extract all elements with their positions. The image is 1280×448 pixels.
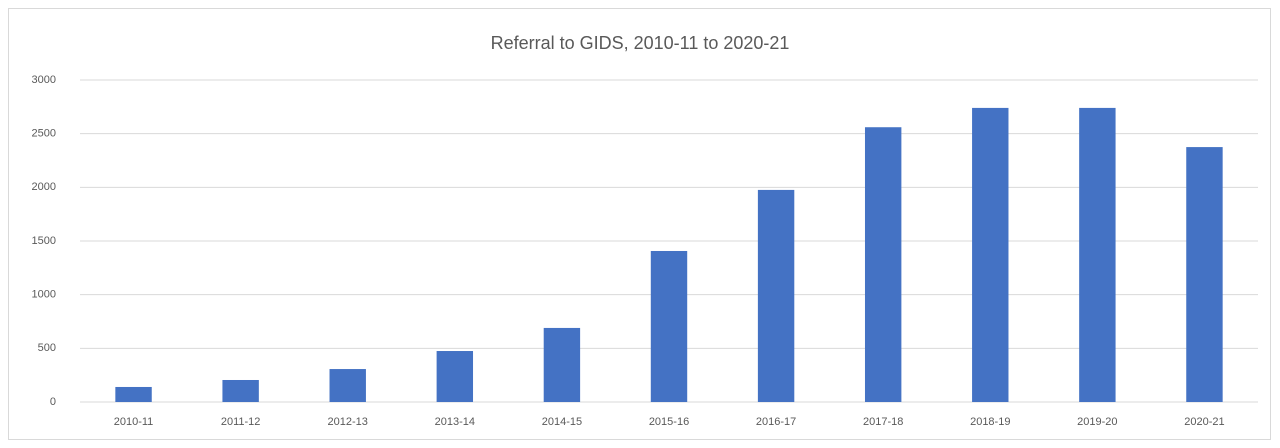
y-tick-label: 3000 — [32, 74, 56, 86]
x-tick-label: 2015-16 — [649, 416, 689, 428]
x-tick-label: 2014-15 — [542, 416, 582, 428]
x-tick-label: 2016-17 — [756, 416, 796, 428]
y-tick-label: 500 — [38, 342, 56, 354]
bar — [222, 379, 259, 402]
bar — [329, 369, 366, 402]
bar — [650, 250, 688, 402]
x-tick-label: 2011-12 — [221, 416, 261, 428]
bar — [1079, 107, 1116, 402]
y-tick-label: 2500 — [32, 128, 56, 140]
x-tick-label: 2020-21 — [1184, 416, 1224, 428]
x-tick-label: 2012-13 — [328, 416, 368, 428]
y-tick-label: 1000 — [32, 289, 56, 301]
x-tick-label: 2017-18 — [863, 416, 903, 428]
y-tick-label: 2000 — [32, 181, 56, 193]
x-tick-label: 2013-14 — [435, 416, 475, 428]
bar — [115, 386, 152, 402]
chart-title: Referral to GIDS, 2010-11 to 2020-21 — [491, 33, 790, 53]
y-tick-label: 0 — [50, 396, 56, 408]
bar — [1186, 147, 1223, 402]
bar — [972, 107, 1009, 402]
bar — [436, 351, 474, 402]
bar — [864, 127, 902, 402]
x-tick-label: 2010-11 — [114, 416, 154, 428]
bar — [757, 189, 795, 402]
y-tick-label: 1500 — [32, 235, 56, 247]
bar — [543, 327, 581, 402]
x-tick-label: 2019-20 — [1077, 416, 1117, 428]
x-tick-label: 2018-19 — [970, 416, 1010, 428]
